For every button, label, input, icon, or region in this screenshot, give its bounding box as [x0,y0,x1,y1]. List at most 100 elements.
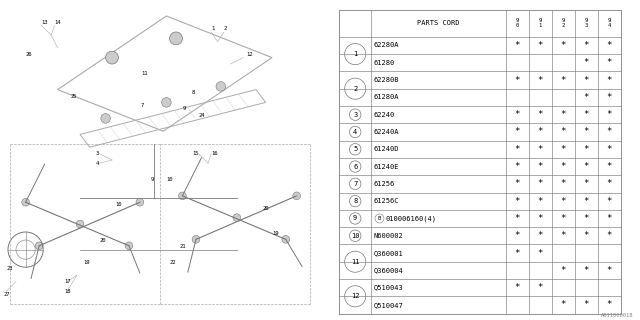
Text: 010006160(4): 010006160(4) [385,215,436,222]
Text: 1: 1 [353,51,357,57]
Text: *: * [584,145,589,154]
Text: *: * [538,214,543,223]
Text: *: * [607,58,612,67]
Circle shape [106,51,118,64]
Text: *: * [561,300,566,309]
Text: 3: 3 [96,151,99,156]
Text: 12: 12 [246,52,253,57]
Text: 27: 27 [3,292,10,297]
Text: 14: 14 [54,20,61,25]
Text: *: * [515,110,520,119]
Text: *: * [561,266,566,275]
Text: 9: 9 [150,177,154,182]
Text: *: * [584,300,589,309]
Circle shape [233,214,241,221]
Text: N600002: N600002 [374,233,403,239]
Text: *: * [584,76,589,84]
Text: 26: 26 [26,52,32,57]
Text: *: * [515,231,520,240]
Text: 62280B: 62280B [374,77,399,83]
Text: B: B [378,216,381,221]
Text: 9
3: 9 3 [584,18,588,28]
Text: 9: 9 [353,215,357,221]
Circle shape [35,242,43,250]
Text: *: * [538,145,543,154]
Text: 7: 7 [141,103,144,108]
Text: *: * [561,145,566,154]
Text: *: * [607,76,612,84]
Text: 20: 20 [262,205,269,211]
Text: *: * [515,127,520,136]
Text: 17: 17 [64,279,70,284]
Text: PARTS CORD: PARTS CORD [417,20,460,26]
Text: 11: 11 [141,71,147,76]
Text: 10: 10 [115,202,122,207]
Text: *: * [538,283,543,292]
Text: 11: 11 [351,259,360,265]
Circle shape [192,236,200,243]
Text: *: * [607,41,612,50]
Text: *: * [561,179,566,188]
Text: *: * [584,179,589,188]
Text: 4: 4 [96,161,99,166]
Text: *: * [561,76,566,84]
Text: 62240: 62240 [374,112,395,118]
Text: 3: 3 [353,112,357,118]
Text: *: * [584,93,589,102]
Text: *: * [538,110,543,119]
Text: 9
2: 9 2 [561,18,565,28]
Text: *: * [607,145,612,154]
Text: 61240D: 61240D [374,146,399,152]
Text: *: * [561,110,566,119]
Circle shape [293,192,301,200]
Text: *: * [607,300,612,309]
Text: *: * [561,41,566,50]
Text: 22: 22 [170,260,176,265]
Text: Q510047: Q510047 [374,302,403,308]
Bar [339,10,621,314]
Text: 19: 19 [272,231,278,236]
Text: 9
0: 9 0 [515,18,519,28]
Text: *: * [538,179,543,188]
Circle shape [22,198,29,206]
Text: *: * [584,214,589,223]
Text: 15: 15 [192,151,198,156]
Circle shape [179,192,186,200]
Text: *: * [515,41,520,50]
Text: 61280A: 61280A [374,94,399,100]
Text: *: * [584,58,589,67]
Text: *: * [607,93,612,102]
Text: 20: 20 [99,237,106,243]
Text: *: * [515,145,520,154]
Text: *: * [561,231,566,240]
Text: 61240E: 61240E [374,164,399,170]
Text: 10: 10 [351,233,360,239]
Text: *: * [584,266,589,275]
Text: 9
4: 9 4 [607,18,611,28]
Text: *: * [538,76,543,84]
Text: *: * [607,162,612,171]
Text: 62280A: 62280A [374,43,399,48]
Circle shape [136,198,144,206]
Text: 5: 5 [353,146,357,152]
Text: *: * [515,179,520,188]
Text: *: * [607,179,612,188]
Text: *: * [515,76,520,84]
Text: *: * [561,214,566,223]
Text: *: * [538,127,543,136]
Text: 2: 2 [353,86,357,92]
Text: 23: 23 [6,266,13,271]
Text: Q360001: Q360001 [374,250,403,256]
Text: *: * [538,162,543,171]
Text: 21: 21 [179,244,186,249]
Text: *: * [538,249,543,258]
Text: *: * [538,197,543,206]
Text: *: * [515,214,520,223]
Text: 13: 13 [42,20,48,25]
Text: *: * [584,162,589,171]
Text: *: * [607,127,612,136]
Text: *: * [584,231,589,240]
Text: 24: 24 [198,113,205,118]
Circle shape [76,220,84,228]
Text: 4: 4 [353,129,357,135]
